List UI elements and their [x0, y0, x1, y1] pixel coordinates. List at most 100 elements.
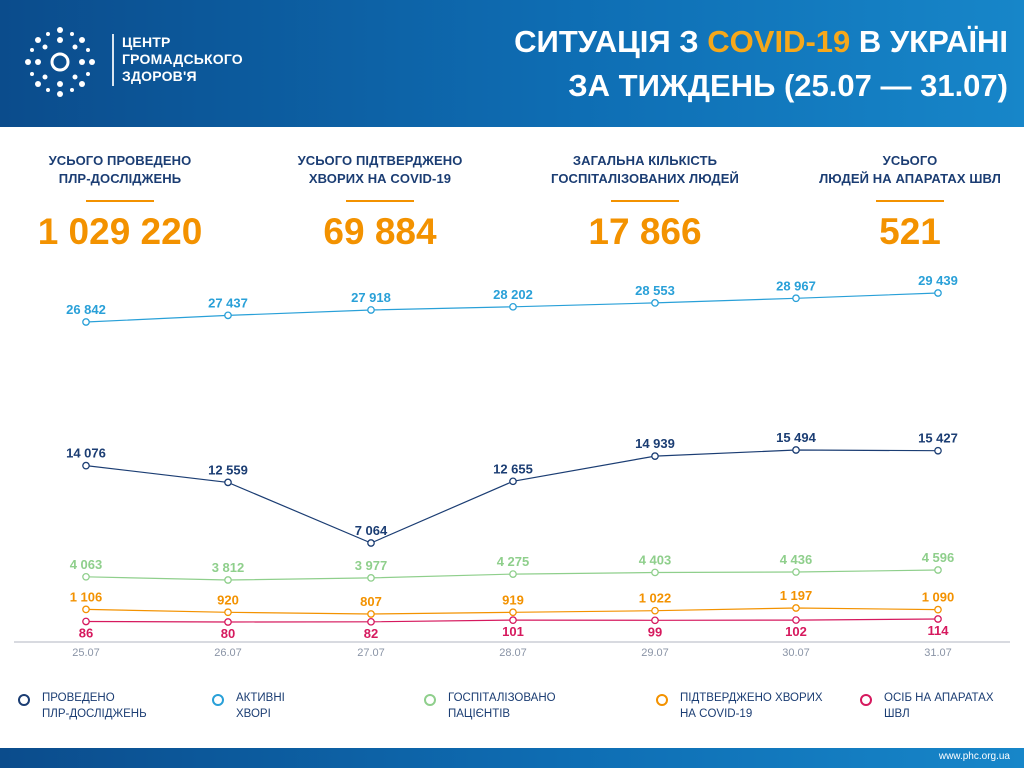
data-point [82, 318, 90, 326]
x-tick-label: 28.07 [499, 647, 527, 659]
data-point [651, 616, 659, 625]
data-label: 15 427 [918, 431, 958, 446]
title-line2: ЗА ТИЖДЕНЬ (25.07 — 31.07) [568, 68, 1008, 103]
data-point [82, 605, 90, 614]
data-label: 28 202 [493, 287, 533, 302]
data-label: 27 918 [351, 290, 391, 305]
data-label: 102 [785, 624, 807, 639]
data-point [651, 299, 659, 307]
data-label: 807 [360, 594, 382, 609]
org-name-line1: ЦЕНТР [122, 34, 171, 50]
stat-hospitalized: ЗАГАЛЬНА КІЛЬКІСТЬ ГОСПІТАЛІЗОВАНИХ ЛЮДЕ… [525, 152, 765, 254]
data-point [792, 446, 800, 454]
data-point [934, 605, 942, 614]
data-point [934, 289, 942, 297]
data-point [367, 306, 375, 314]
legend-marker [212, 694, 224, 706]
footer-bar: www.phc.org.ua [0, 748, 1024, 768]
legend-marker [424, 694, 436, 706]
data-point [224, 608, 232, 617]
org-name: ЦЕНТР ГРОМАДСЬКОГО ЗДОРОВ'Я [122, 34, 243, 85]
data-label: 82 [364, 626, 378, 641]
x-tick-label: 31.07 [924, 647, 952, 659]
stat-confirmed: УСЬОГО ПІДТВЕРДЖЕНО ХВОРИХ НА COVID-19 6… [260, 152, 500, 254]
data-point [792, 616, 800, 624]
data-point [934, 566, 942, 574]
data-point [792, 294, 800, 303]
data-point [224, 478, 232, 487]
phc-logo [25, 27, 95, 97]
data-label: 14 939 [635, 436, 675, 451]
stat-divider [346, 200, 414, 202]
data-point [224, 618, 232, 626]
data-point [224, 576, 232, 584]
data-label: 114 [928, 623, 950, 638]
data-label: 28 967 [776, 278, 816, 293]
data-point [82, 572, 90, 581]
title-part1: СИТУАЦІЯ З [514, 24, 708, 59]
data-label: 1 022 [639, 591, 672, 606]
org-name-line3: ЗДОРОВ'Я [122, 68, 197, 84]
data-point [509, 570, 517, 578]
data-label: 4 063 [70, 557, 103, 572]
data-point [792, 568, 800, 576]
stat-divider [611, 200, 679, 202]
data-point [509, 302, 517, 311]
legend-label: ГОСПІТАЛІЗОВАНО ПАЦІЄНТІВ [448, 692, 556, 720]
stat-value: 1 029 220 [37, 211, 203, 252]
x-tick-label: 25.07 [72, 647, 100, 659]
stat-label: УСЬОГО ПРОВЕДЕНО ПЛР-ДОСЛІДЖЕНЬ [48, 153, 192, 186]
data-point [934, 615, 942, 623]
weekly-line-chart: 25.07 26.07 27.07 28.07 29.07 30.07 31.07 26 84… [14, 273, 1010, 659]
stat-label: ЗАГАЛЬНА КІЛЬКІСТЬ ГОСПІТАЛІЗОВАНИХ ЛЮДЕ… [551, 153, 739, 186]
page-title: СИТУАЦІЯ З COVID-19 В УКРАЇНІ ЗА ТИЖДЕНЬ… [514, 20, 1008, 108]
data-point [651, 452, 659, 460]
stat-pcr-tests: УСЬОГО ПРОВЕДЕНО ПЛР-ДОСЛІДЖЕНЬ 1 029 22… [0, 152, 240, 254]
stat-divider [86, 200, 154, 202]
data-label: 4 436 [780, 552, 813, 567]
data-label: 7 064 [355, 523, 388, 538]
data-point [224, 311, 232, 320]
legend-label: ОСІБ НА АПАРАТАХ ШВЛ [884, 692, 994, 720]
stat-label: УСЬОГО ПІДТВЕРДЖЕНО ХВОРИХ НА COVID-19 [297, 153, 463, 186]
title-highlight: COVID-19 [707, 24, 851, 59]
legend-label: АКТИВНІ ХВОРІ [236, 692, 285, 720]
data-point [367, 617, 375, 626]
data-label: 28 553 [635, 283, 675, 298]
data-label: 1 197 [780, 588, 813, 603]
data-point [651, 568, 659, 577]
data-point [509, 477, 517, 486]
data-point [82, 461, 90, 470]
data-label: 26 842 [66, 302, 106, 317]
data-point [509, 616, 517, 624]
x-tick-label: 27.07 [357, 647, 385, 659]
stat-value: 69 884 [323, 211, 437, 252]
data-label: 15 494 [776, 430, 817, 445]
data-point [82, 617, 90, 626]
data-label: 4 403 [639, 552, 672, 567]
header-banner: ЦЕНТР ГРОМАДСЬКОГО ЗДОРОВ'Я СИТУАЦІЯ З C… [0, 0, 1024, 127]
stat-ventilators: УСЬОГО ЛЮДЕЙ НА АПАРАТАХ ШВЛ 521 [790, 152, 1024, 254]
data-label: 29 439 [918, 273, 958, 288]
data-label: 4 596 [922, 550, 955, 565]
data-point [367, 574, 375, 582]
legend-marker [656, 694, 668, 706]
stat-label: УСЬОГО ЛЮДЕЙ НА АПАРАТАХ ШВЛ [819, 153, 1001, 186]
legend-marker [18, 694, 30, 706]
legend-marker [860, 694, 872, 706]
data-label: 12 655 [493, 461, 533, 476]
data-label: 80 [221, 626, 235, 641]
stat-divider [876, 200, 944, 202]
title-line1: СИТУАЦІЯ З COVID-19 В УКРАЇНІ [514, 20, 1008, 64]
data-label: 101 [502, 624, 524, 639]
legend-label: ПІДТВЕРДЖЕНО ХВОРИХ НА COVID-19 [680, 692, 823, 720]
data-label: 86 [79, 625, 93, 640]
data-point [792, 604, 800, 612]
x-tick-label: 29.07 [641, 647, 669, 659]
data-label: 919 [502, 592, 524, 607]
data-point [509, 608, 517, 617]
stat-value: 521 [879, 211, 941, 252]
data-label: 3 812 [212, 560, 245, 575]
stat-value: 17 866 [588, 211, 702, 252]
data-label: 920 [217, 592, 239, 607]
